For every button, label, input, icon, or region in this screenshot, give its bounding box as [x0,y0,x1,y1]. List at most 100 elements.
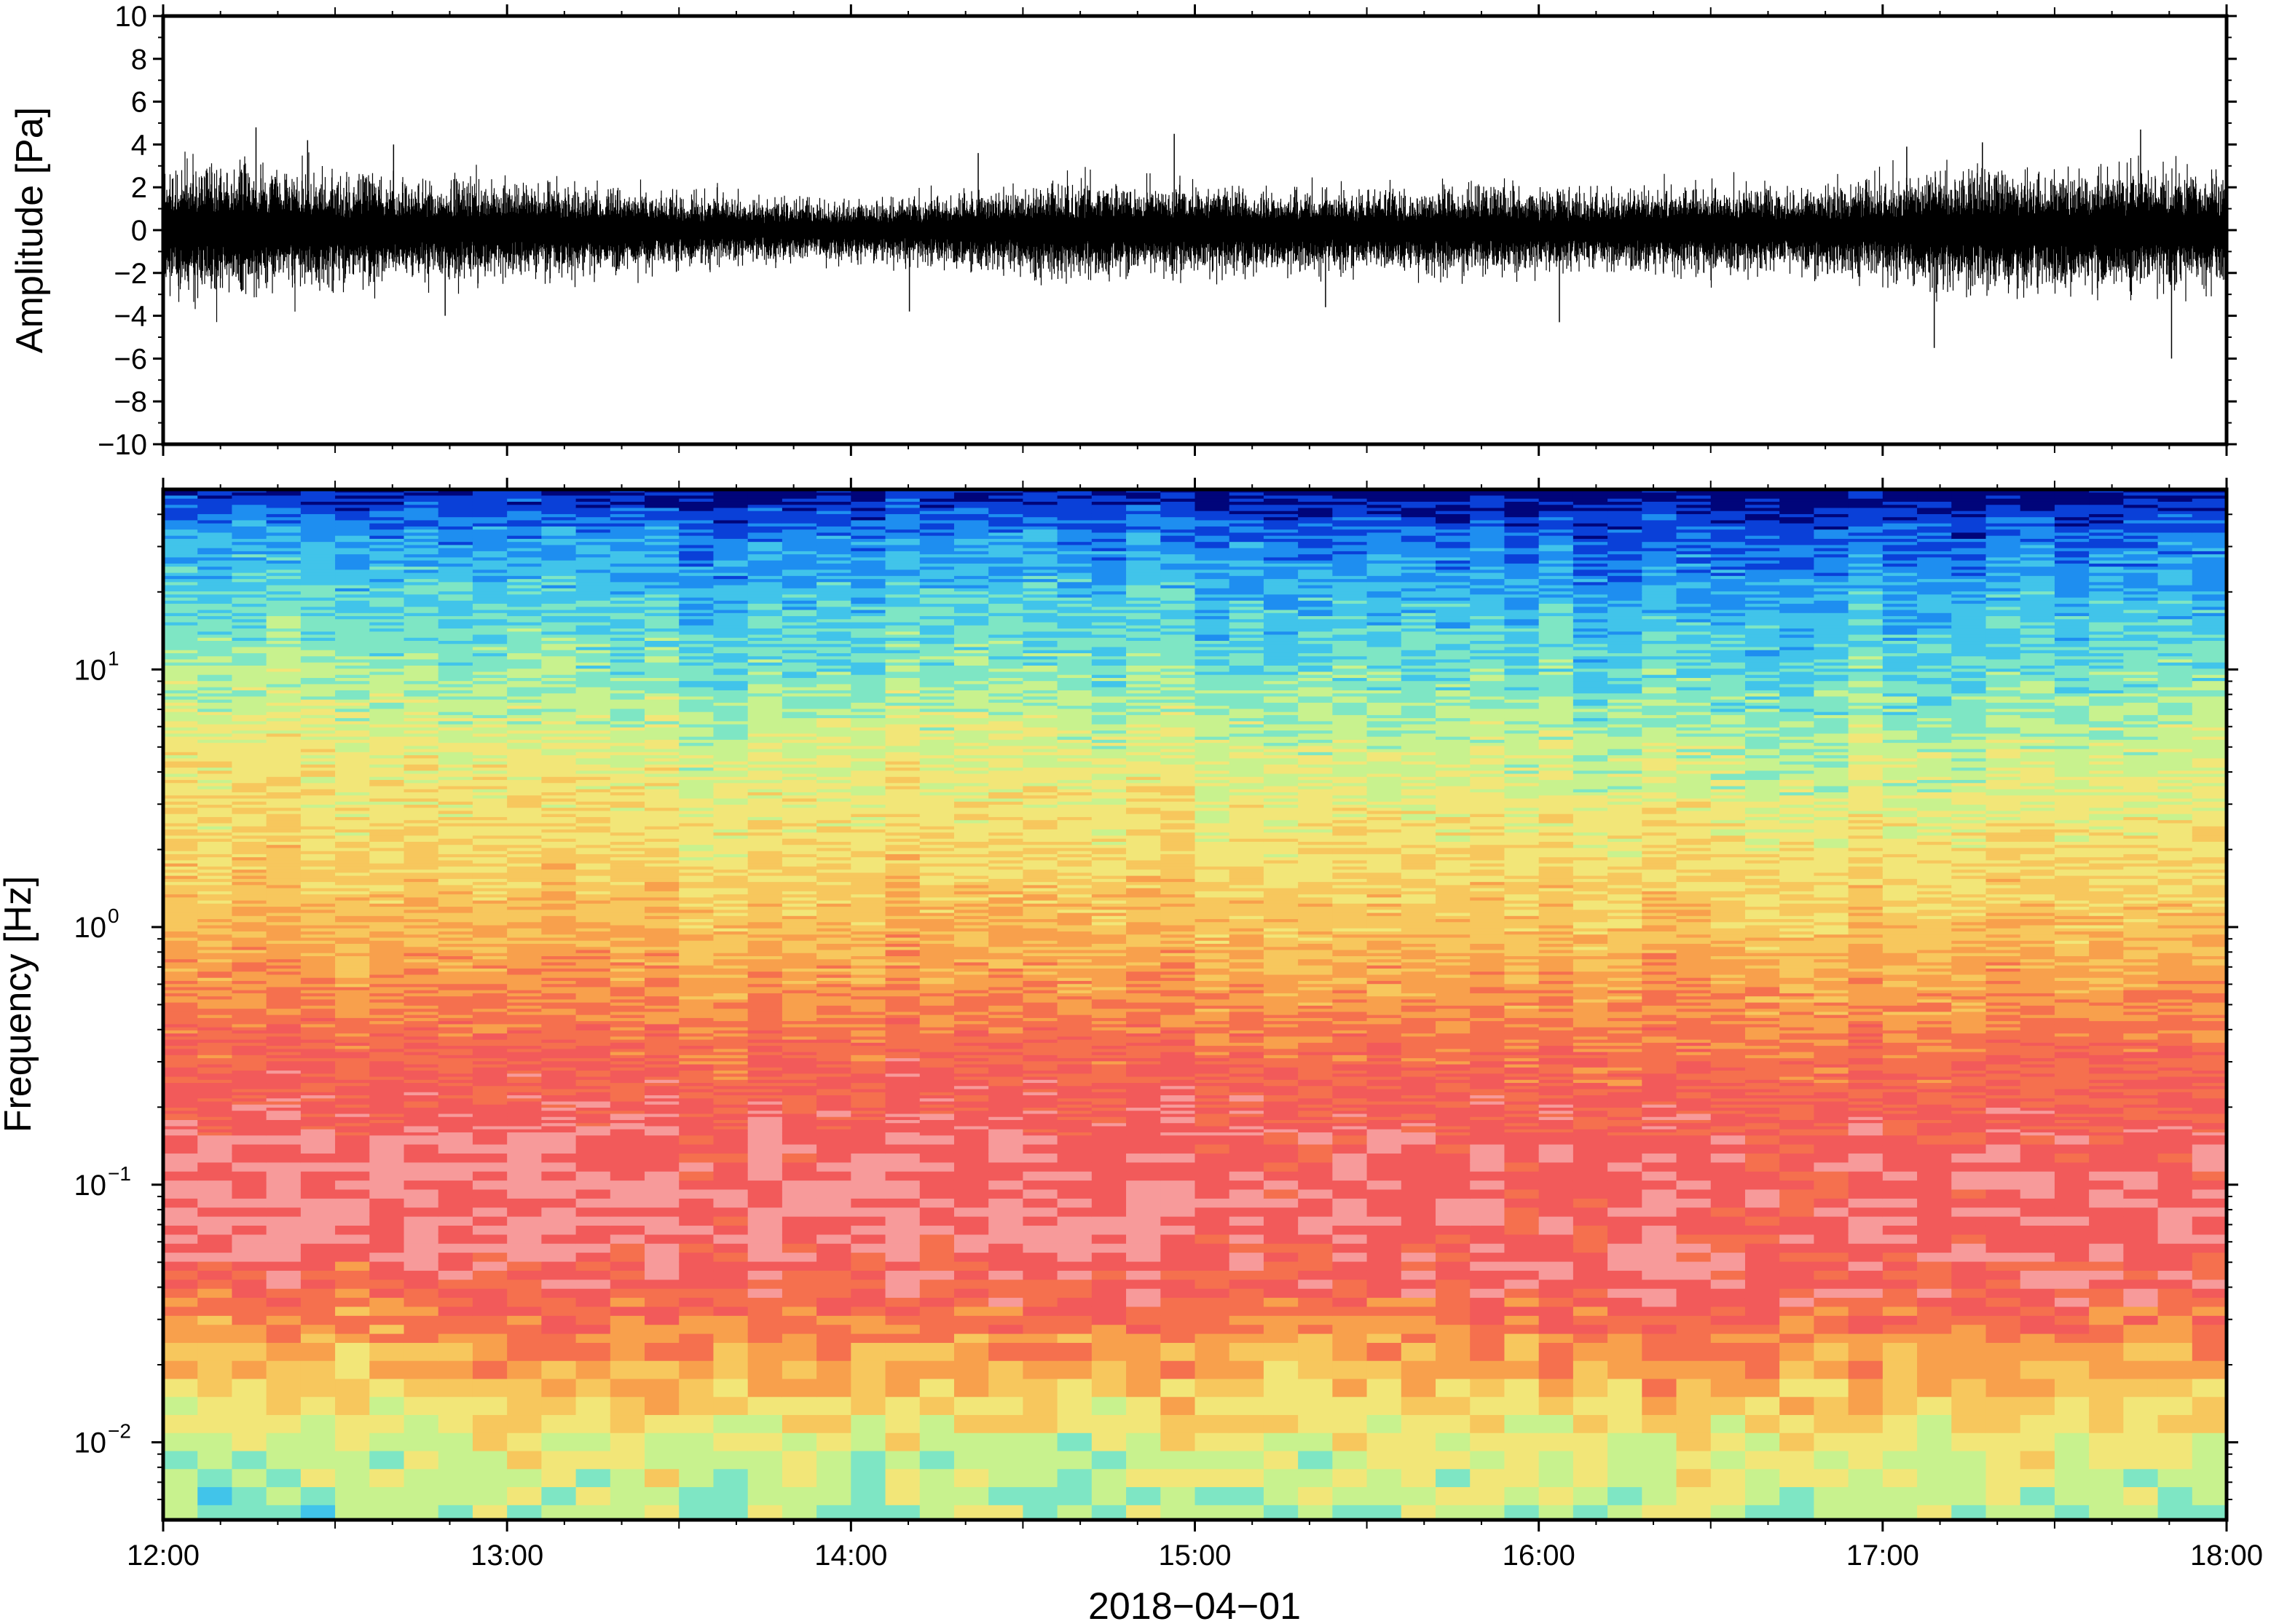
spectrogram-cell [507,953,543,957]
spectrogram-cell [438,1083,473,1087]
spectrogram-cell [232,1116,267,1121]
spectrogram-cell [507,575,543,580]
spectrogram-cell [266,937,302,942]
spectrogram-cell [335,1119,371,1124]
spectrogram-cell [541,761,577,765]
spectrogram-cell [197,845,233,849]
spectrogram-cell [747,1162,783,1172]
spectrogram-cell [575,820,611,824]
spectrogram-cell [404,937,439,942]
spectrogram-cell [782,1198,817,1209]
spectrogram-cell [438,591,473,596]
spectrogram-cell [541,644,577,648]
spectrogram-cell [438,1049,473,1053]
spectrogram-cell [197,1123,233,1127]
spectrogram-cell [266,591,302,596]
spectrogram-cell [541,563,577,567]
spectrogram-cell [472,1469,508,1488]
spectrogram-cell [610,532,645,537]
spectrogram-cell [232,885,267,889]
spectrogram-cell [300,739,336,744]
spectrogram-cell [163,1189,199,1199]
spectrogram-cell [575,1076,611,1081]
spectrogram-cell [438,511,473,515]
spectrogram-cell [266,696,302,701]
spectrogram-cell [610,773,645,778]
spectrogram-cell [266,1342,302,1362]
spectrogram-cell [232,860,267,864]
spectrogram-cell [507,628,543,633]
spectrogram-cell [335,693,371,698]
spectrogram-cell [232,662,267,666]
spectrogram-cell [472,1076,508,1081]
spectrogram-cell [335,915,371,920]
spectrogram-cell [300,684,336,688]
spectrogram-cell [197,706,233,710]
spectrogram-cell [404,931,439,936]
spectrogram-cell [645,1226,680,1236]
spectrogram-cell [404,1325,439,1335]
spectrogram-cell [438,1243,473,1253]
spectrogram-cell [197,653,233,658]
spectrogram-cell [610,721,645,725]
spectrogram-cell [300,631,336,636]
spectrogram-cell [472,1226,508,1236]
spectrogram-cell [163,1129,199,1133]
spectrogram-cell [232,1046,267,1050]
spectrogram-cell [472,780,508,784]
spectrogram-cell [541,612,577,617]
spectrogram-cell [610,761,645,765]
spectrogram-cell [507,1432,543,1452]
spectrogram-cell [438,1216,473,1226]
spectrogram-cell [163,1079,199,1084]
spectrogram-cell [300,604,336,608]
spectrogram-cell [404,1052,439,1056]
spectrogram-cell [197,529,233,534]
spectrogram-cell [575,687,611,691]
spectrogram-cell [404,826,439,830]
spectrogram-cell [369,922,405,926]
spectrogram-cell [610,1280,645,1290]
spectrogram-cell [266,1234,302,1245]
spectrogram-cell [163,572,199,577]
spectrogram-cell [335,1104,371,1108]
spectrogram-cell [197,730,233,735]
spectrogram-cell [369,511,405,515]
spectrogram-cell [335,1014,371,1019]
spectrogram-cell [335,968,371,973]
spectrogram-cell [610,647,645,651]
spectrogram-cell [507,501,543,506]
waveform-y-tick-label: −4 [114,301,147,333]
spectrogram-cell [610,628,645,633]
spectrogram-cell [232,631,267,636]
spectrogram-cell [197,1061,233,1065]
spectrogram-cell [404,1067,439,1071]
spectrogram-cell [266,702,302,706]
spectrogram-cell [163,1012,199,1016]
spectrogram-cell [335,1451,371,1470]
spectrogram-cell [266,1064,302,1068]
spectrogram-cell [541,662,577,666]
spectrogram-cell [404,999,439,1004]
spectrogram-cell [610,1180,645,1191]
spectrogram-cell [197,1116,233,1121]
spectrogram-cell [610,489,645,494]
spectrogram-cell [197,1379,233,1398]
spectrogram-cell [438,755,473,760]
spectrogram-cell [335,616,371,620]
spectrogram-cell [300,600,336,604]
spectrogram-cell [438,1073,473,1078]
spectrogram-cell [300,1253,336,1263]
spectrogram-cell [438,1086,473,1090]
spectrogram-cell [541,594,577,599]
spectrogram-cell [610,604,645,608]
spectrogram-cell [232,1024,267,1028]
spectrogram-cell [163,696,199,701]
spectrogram-cell [747,1253,783,1263]
spectrogram-cell [197,1021,233,1025]
spectrogram-cell [197,567,233,571]
spectrogram-cell [472,513,508,519]
spectrogram-cell [507,1113,543,1118]
spectrogram-cell [163,761,199,765]
spectrogram-cell [713,1162,749,1172]
